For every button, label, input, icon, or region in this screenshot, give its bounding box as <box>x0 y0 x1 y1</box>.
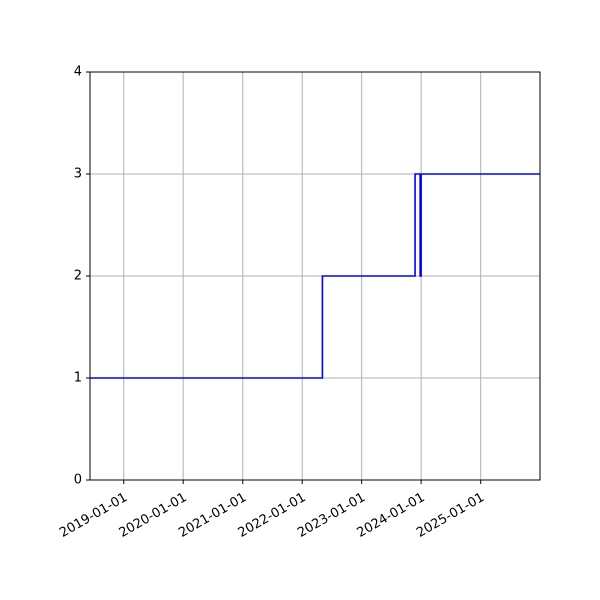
y-tick-label: 0 <box>74 473 82 488</box>
series-layer <box>90 173 540 379</box>
y-tick-label: 2 <box>74 269 82 284</box>
y-tick-label: 3 <box>74 167 82 182</box>
y-tick-label: 4 <box>74 65 82 80</box>
series-step-line <box>90 173 540 379</box>
y-tick-label: 1 <box>74 371 82 386</box>
